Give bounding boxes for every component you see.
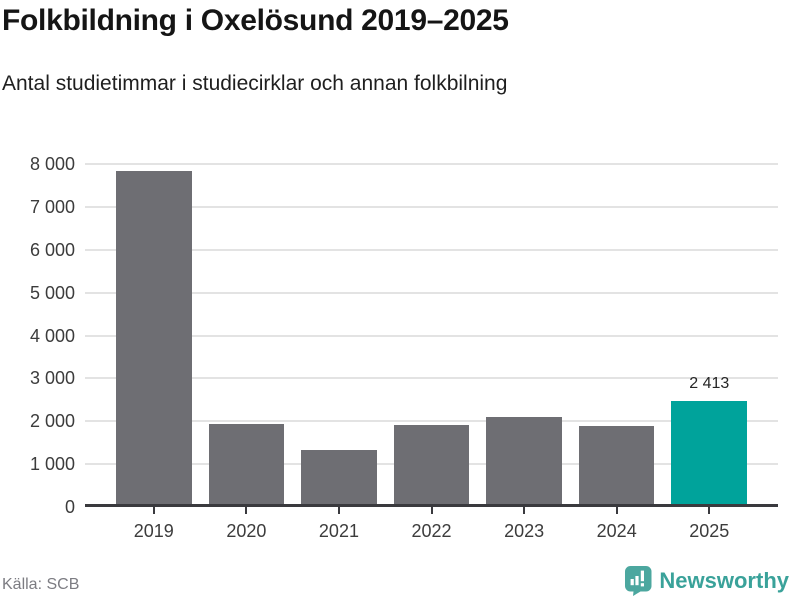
y-tick-label: 7 000 xyxy=(29,196,75,217)
gridline-7000 xyxy=(85,205,778,208)
source-note: Källa: SCB xyxy=(2,576,80,593)
bar-2025: 2 413 xyxy=(671,375,748,514)
value-label-2025: 2 413 xyxy=(689,374,730,392)
x-tick-label-2021: 2021 xyxy=(318,521,359,541)
newsworthy-barchart-bubble-icon xyxy=(625,566,652,596)
y-tick-label: 5 000 xyxy=(29,282,75,303)
bar-2022 xyxy=(393,424,470,515)
gridline-8000 xyxy=(85,163,778,165)
bar-2023 xyxy=(486,417,562,514)
bar-2021 xyxy=(301,449,377,514)
y-tick-label: 8 000 xyxy=(29,154,75,174)
y-tick-label: 1 000 xyxy=(29,454,75,475)
x-axis-labels: 2019 2020 2021 2022 2023 2024 2025 xyxy=(85,521,778,542)
x-tick-label-2024: 2024 xyxy=(596,521,637,541)
y-tick-label: 4 000 xyxy=(29,325,75,346)
gridline-6000 xyxy=(85,248,778,251)
x-tick-label-2025: 2025 xyxy=(689,521,730,541)
bar-2020 xyxy=(208,423,285,515)
bars-group: 2 413 xyxy=(85,164,778,515)
y-tick-label: 3 000 xyxy=(29,368,75,389)
gridline-2000 xyxy=(85,420,778,423)
gridline-5000 xyxy=(85,291,778,294)
newsworthy-wordmark: Newsworthy xyxy=(659,568,789,593)
chart-subtitle: Antal studietimmar i studiecirklar och a… xyxy=(2,72,508,95)
gridline-3000 xyxy=(85,377,778,380)
x-tick-label-2020: 2020 xyxy=(226,521,267,541)
bar-2024 xyxy=(578,425,655,514)
x-tick-label-2023: 2023 xyxy=(504,521,545,541)
chart-title: Folkbildning i Oxelösund 2019–2025 xyxy=(2,4,509,37)
y-tick-label: 0 xyxy=(64,497,75,517)
plot-area: 2 413 xyxy=(85,163,778,515)
x-tick-label-2022: 2022 xyxy=(411,521,452,541)
gridline-4000 xyxy=(85,334,778,337)
y-tick-label: 6 000 xyxy=(29,239,75,260)
newsworthy-logo: Newsworthy xyxy=(625,565,789,597)
x-tick-label-2019: 2019 xyxy=(133,521,174,541)
bar-2019 xyxy=(116,171,192,514)
y-tick-label: 2 000 xyxy=(29,411,75,432)
